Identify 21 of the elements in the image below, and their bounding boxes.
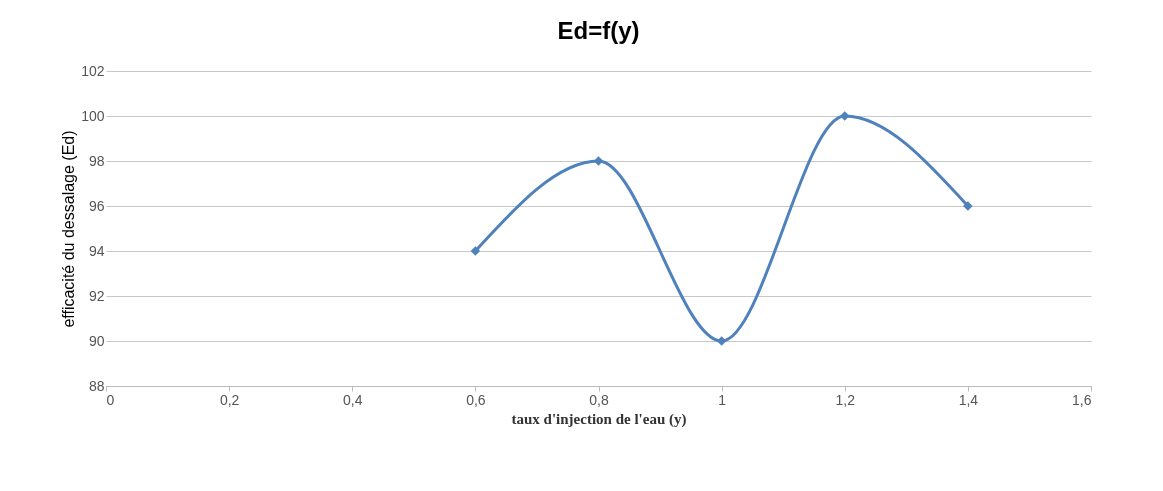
y-tick-label: 94	[88, 242, 105, 259]
x-axis-title: taux d'injection de l'eau (y)	[511, 410, 687, 428]
x-tick-label: 1,2	[835, 391, 856, 408]
y-tick-label: 88	[88, 377, 105, 394]
x-tick-label: 1	[718, 391, 727, 408]
x-tick-label: 1,4	[958, 391, 979, 408]
x-tick-label: 0,2	[219, 391, 240, 408]
x-tick-label: 0,4	[343, 391, 363, 408]
x-tick-label: 0,8	[589, 391, 609, 408]
x-tick-label: 0,6	[466, 391, 486, 408]
y-tick-label: 92	[88, 287, 105, 304]
point	[470, 246, 481, 256]
x-tick-label: 1,6	[1072, 391, 1092, 408]
chart-title: Ed=f(y)	[557, 17, 640, 44]
x-tick-label: 0	[106, 391, 115, 408]
y-tick-label: 98	[88, 152, 105, 169]
y-tick-label: 96	[88, 197, 105, 214]
y-tick-label: 100	[81, 107, 105, 124]
y-tick-label: 102	[81, 62, 105, 79]
y-tick-label: 90	[88, 332, 105, 349]
y-axis-title: efficacité du dessalage (Ed)	[60, 130, 78, 328]
